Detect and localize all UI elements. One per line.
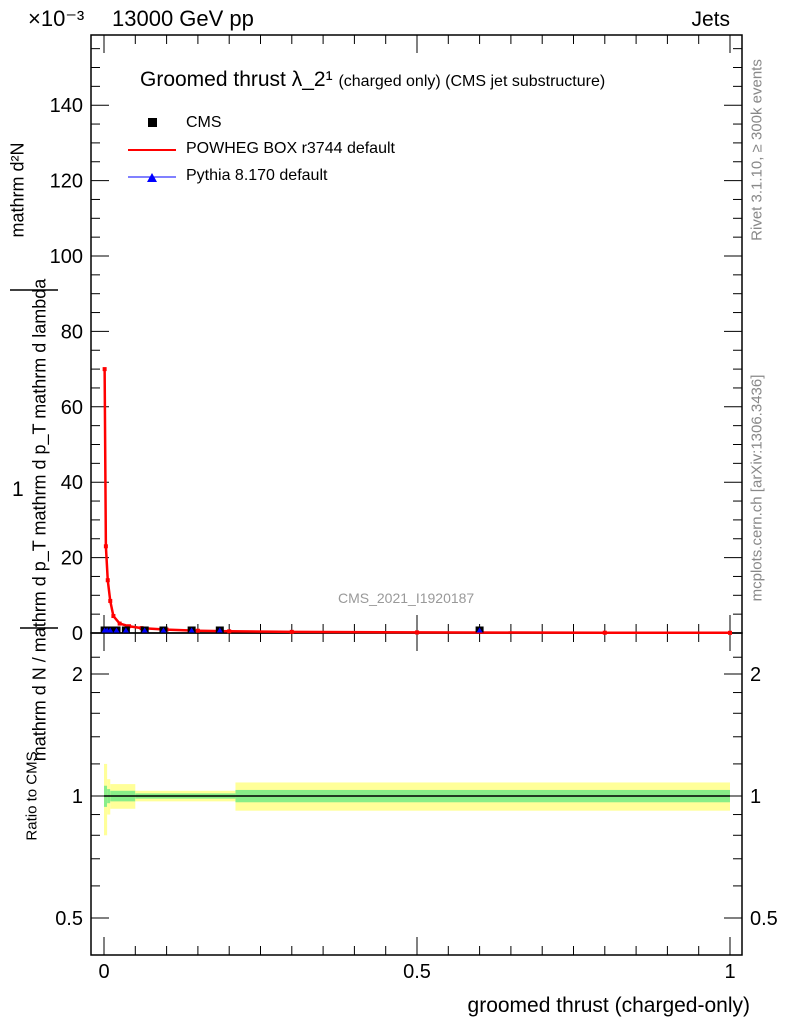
ratio-y-label: Ratio to CMS: [23, 751, 41, 841]
ratio-y-tick-label-right: 1: [750, 786, 761, 808]
y-tick-label: 140: [50, 95, 83, 117]
powheg-point: [195, 628, 200, 633]
ratio-y-tick-label: 0.5: [55, 908, 83, 930]
powheg-point: [602, 630, 607, 635]
ratio-y-tick-label-right: 2: [750, 664, 761, 686]
powheg-point: [105, 578, 110, 583]
pythia-point: [141, 627, 148, 633]
ratio-y-tick-label-right: 0.5: [750, 908, 778, 930]
powheg-point: [102, 367, 107, 372]
y-exponent: ×10⁻³: [28, 6, 85, 31]
powheg-point: [111, 614, 116, 619]
legend-pythia-marker: [147, 173, 157, 182]
legend-pythia: Pythia 8.170 default: [186, 167, 328, 184]
y-label-top: mathrm d²N: [7, 142, 28, 238]
pythia-point: [188, 627, 195, 633]
rivet-label: Rivet 3.1.10, ≥ 300k events: [748, 59, 766, 241]
header-jets: Jets: [691, 8, 730, 31]
powheg-point: [728, 630, 732, 635]
y-tick-label: 100: [50, 246, 83, 268]
powheg-point: [227, 629, 232, 634]
pythia-point: [107, 627, 114, 633]
y-tick-label: 80: [61, 321, 83, 343]
ratio-y-tick-label: 1: [72, 786, 83, 808]
y-tick-label: 60: [61, 397, 83, 419]
y-tick-label: 20: [61, 548, 83, 570]
legend-cms: CMS: [186, 114, 222, 131]
ratio-y-tick-label: 2: [72, 664, 83, 686]
chart-title: Groomed thrust λ_2¹ (charged only) (CMS …: [140, 68, 606, 91]
powheg-point: [117, 621, 122, 626]
powheg-point: [103, 544, 108, 549]
x-tick-label: 0.5: [403, 961, 431, 983]
legend-powheg: POWHEG BOX r3744 default: [186, 140, 395, 157]
pythia-point: [216, 627, 223, 633]
y-label-numerator: 1: [12, 478, 24, 501]
x-axis-label: groomed thrust (charged-only): [467, 994, 750, 1017]
x-tick-label: 1: [724, 961, 735, 983]
pythia-point: [113, 627, 120, 633]
powheg-point: [108, 598, 113, 603]
analysis-watermark: CMS_2021_I1920187: [338, 590, 475, 606]
header-process: 13000 GeV pp: [112, 6, 254, 31]
pythia-point: [476, 627, 483, 633]
y-tick-label: 120: [50, 171, 83, 193]
y-tick-label: 40: [61, 472, 83, 494]
powheg-point: [127, 624, 132, 629]
y-label-denominator: mathrm d N / mathrm d p_T mathrm d p_T m…: [29, 278, 50, 762]
mcplots-label: mcplots.cern.ch [arXiv:1306.3436]: [748, 374, 766, 602]
powheg-point: [289, 629, 294, 634]
pythia-point: [122, 627, 129, 633]
y-tick-label: 0: [72, 623, 83, 645]
pythia-point: [160, 627, 167, 633]
legend-cms-marker: [148, 118, 157, 127]
x-tick-label: 0: [98, 961, 109, 983]
powheg-point: [415, 630, 419, 635]
